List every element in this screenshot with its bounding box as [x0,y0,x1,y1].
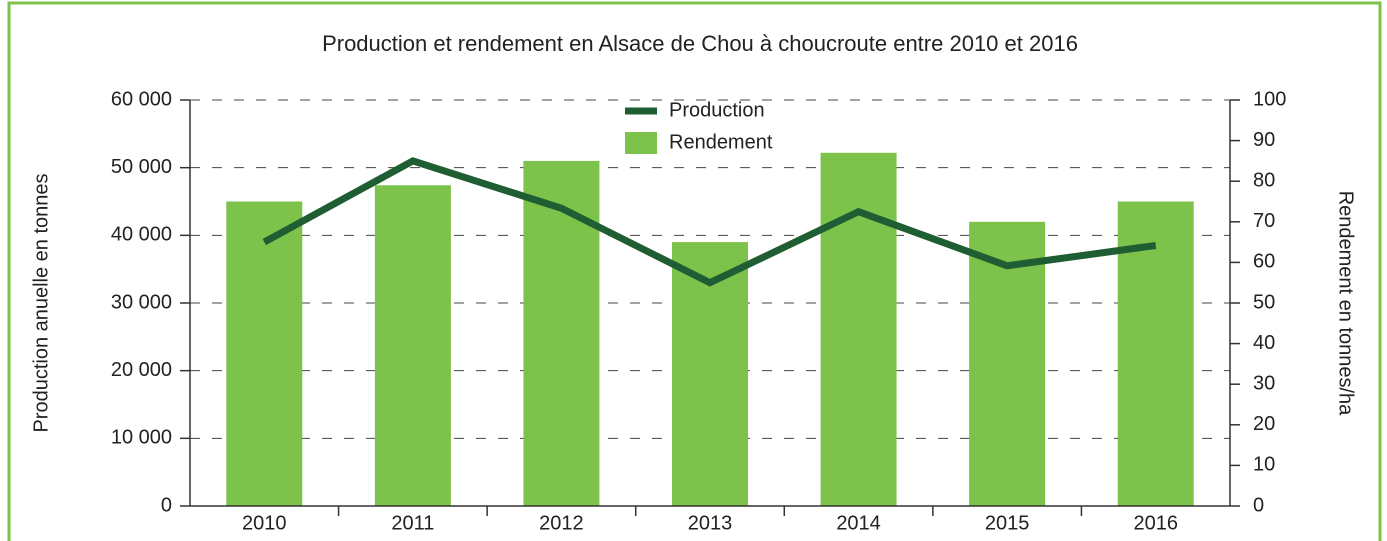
y2-tick-label: 30 [1253,372,1275,394]
x-tick-label: 2010 [242,512,287,534]
y2-tick-label: 100 [1253,88,1286,110]
y-tick-label: 10 000 [111,427,172,449]
y-tick-label: 20 000 [111,359,172,381]
y2-tick-label: 20 [1253,413,1275,435]
y-axis-label: Production anuelle en tonnes [30,173,52,432]
y2-tick-label: 50 [1253,291,1275,313]
x-tick-label: 2012 [539,512,584,534]
y-tick-label: 30 000 [111,291,172,313]
y-tick-label: 40 000 [111,224,172,246]
legend-swatch [625,132,657,154]
x-tick-label: 2016 [1133,512,1178,534]
bar [226,201,303,506]
bar [374,185,451,506]
y2-tick-label: 40 [1253,332,1275,354]
legend-label: Rendement [669,131,773,153]
y-tick-label: 60 000 [111,88,172,110]
y-tick-label: 0 [161,494,172,516]
x-tick-label: 2011 [391,512,434,534]
frame [7,1,1382,541]
bar [523,160,600,506]
legend-label: Production [669,99,765,121]
y2-tick-label: 0 [1253,494,1264,516]
chart-title: Production et rendement en Alsace de Cho… [322,31,1078,56]
y2-tick-label: 70 [1253,210,1275,232]
y2-tick-label: 60 [1253,251,1275,273]
y2-tick-label: 90 [1253,129,1275,151]
line [262,157,1157,287]
y-tick-label: 50 000 [111,156,172,178]
y2-tick-label: 10 [1253,454,1275,476]
x-tick-label: 2015 [985,512,1030,534]
x-tick-label: 2014 [836,512,881,534]
y2-axis-label: Rendement en tonnes/ha [1335,191,1357,416]
y2-tick-label: 80 [1253,169,1275,191]
x-tick-label: 2013 [688,512,733,534]
bar [820,152,897,506]
